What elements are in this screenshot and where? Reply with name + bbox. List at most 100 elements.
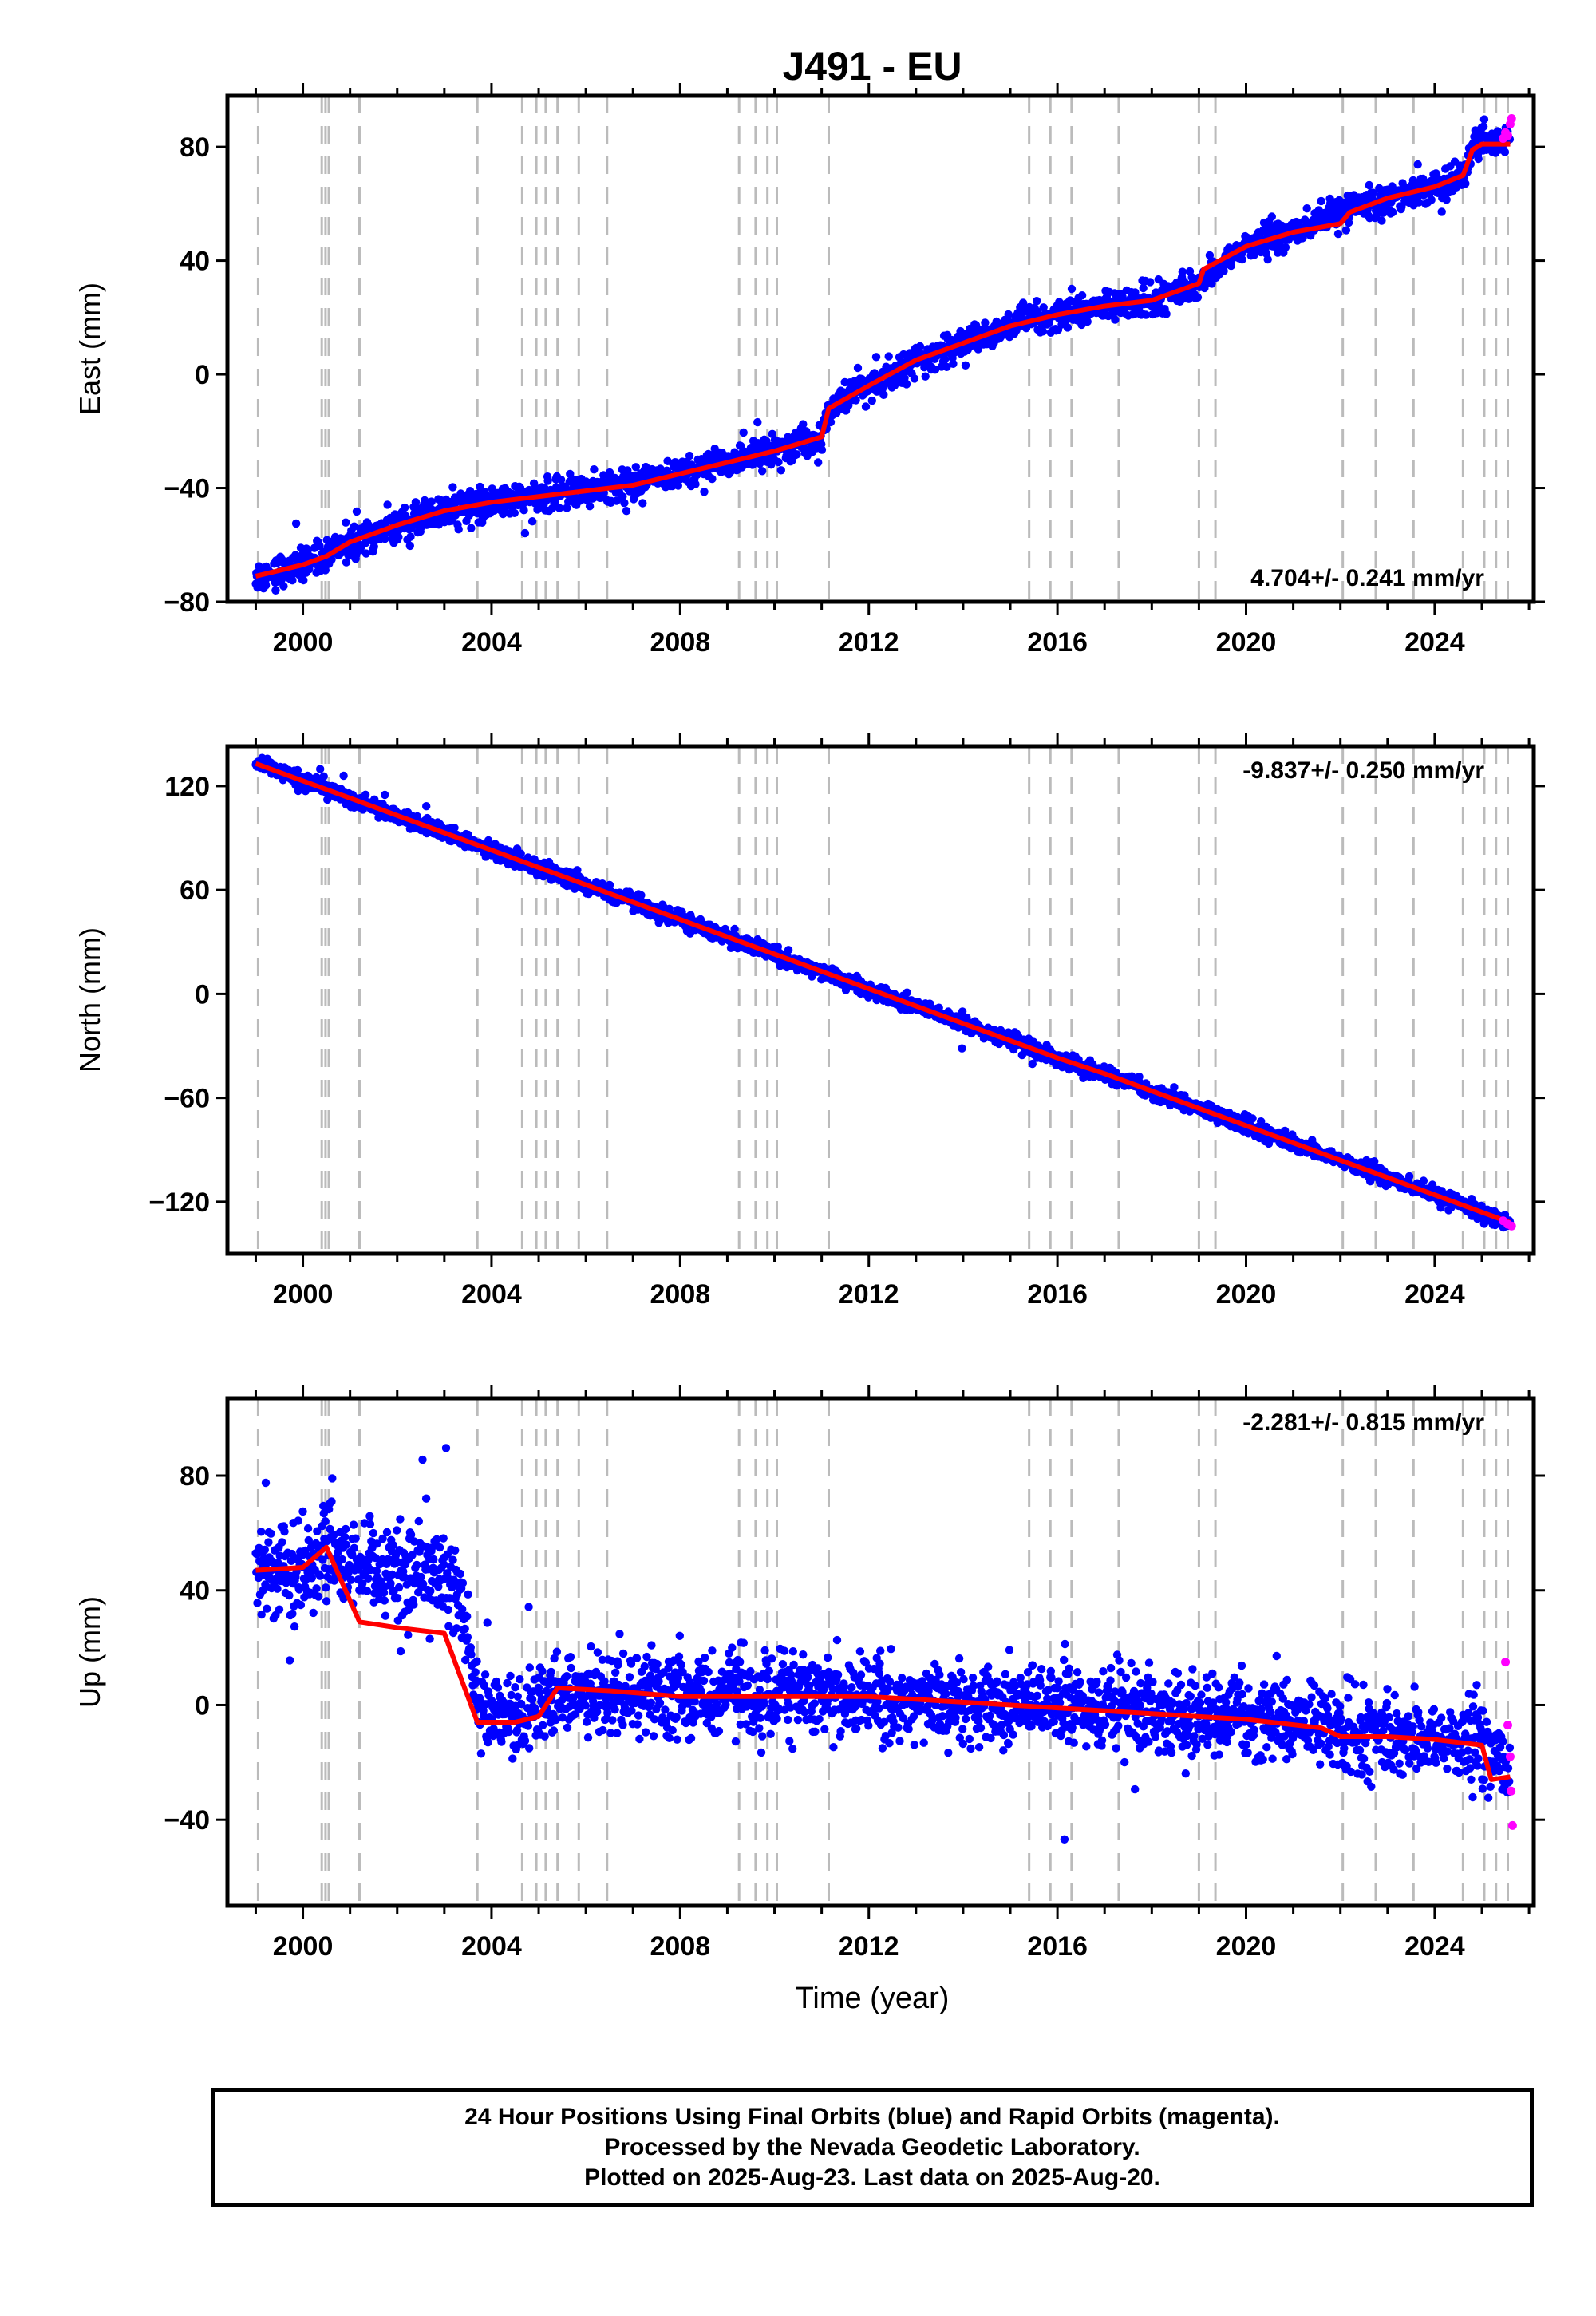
final-orbit-point [622, 507, 631, 516]
final-orbit-point [753, 417, 762, 427]
final-orbit-point [350, 522, 358, 531]
final-orbit-point [533, 505, 542, 514]
final-orbit-point [543, 476, 552, 485]
final-orbit-point [305, 565, 314, 574]
final-orbit-point [930, 366, 940, 374]
final-orbit-point [427, 497, 436, 506]
plot-area [251, 746, 1516, 1254]
final-orbit-point [516, 849, 525, 858]
final-orbit-point [383, 500, 392, 509]
final-orbit-point [700, 488, 709, 496]
final-orbit-point [1257, 1117, 1266, 1126]
y-tick-label: −40 [164, 474, 210, 504]
final-orbit-point [961, 361, 970, 370]
final-orbit-point [315, 541, 324, 551]
final-orbit-point [1414, 198, 1424, 207]
x-tick-label: 2012 [839, 627, 899, 658]
final-orbit-point [456, 489, 465, 498]
x-tick-label: 2000 [273, 627, 334, 658]
final-orbit-point [981, 318, 990, 327]
final-orbit-point [566, 469, 575, 479]
final-orbit-point [555, 504, 564, 512]
final-orbit-point [327, 555, 336, 564]
final-orbit-point [1067, 284, 1077, 294]
final-orbit-point [1028, 1059, 1037, 1069]
final-orbit-point [450, 824, 459, 832]
final-orbit-point [352, 507, 361, 516]
final-orbit-point [1404, 1172, 1414, 1181]
final-orbit-point [1437, 207, 1446, 216]
final-orbit-point [1317, 196, 1325, 206]
plot-frame [225, 744, 1536, 1256]
final-orbit-point [1170, 1083, 1179, 1092]
rapid-orbit-point [1507, 1221, 1516, 1231]
final-orbit-point [370, 795, 379, 804]
final-orbit-point [279, 582, 288, 591]
final-orbit-point [1365, 180, 1373, 190]
final-orbit-point [1033, 297, 1041, 306]
final-orbit-point [1038, 327, 1048, 336]
final-orbit-point [520, 528, 530, 538]
final-orbit-point [1474, 154, 1483, 164]
y-tick-label: 80 [180, 132, 210, 163]
final-orbit-point [411, 498, 421, 507]
x-tick-label: 2008 [650, 627, 711, 658]
final-orbit-point [762, 437, 771, 445]
final-orbit-point [773, 942, 782, 951]
final-orbit-point [851, 396, 860, 405]
y-tick-label: 40 [180, 247, 210, 277]
plot-area [251, 96, 1516, 602]
final-orbit-point [871, 353, 881, 362]
final-orbit-point [1250, 251, 1258, 259]
final-orbit-point [826, 417, 836, 427]
final-orbit-point [293, 765, 302, 775]
y-tick-label: −80 [164, 587, 210, 618]
final-orbit-point [949, 359, 958, 368]
final-orbit-point [288, 576, 297, 585]
rapid-orbit-point [1503, 131, 1512, 140]
final-orbit-point [291, 519, 301, 528]
final-orbit-point [1398, 179, 1407, 188]
final-orbit-point [813, 458, 823, 467]
final-orbit-point [361, 790, 370, 799]
chart-title: J491 - EU [782, 44, 962, 89]
final-orbit-point [1373, 210, 1381, 219]
final-orbit-point [1267, 212, 1277, 221]
final-orbit-point [1004, 1028, 1013, 1037]
final-orbit-point [915, 342, 925, 351]
final-orbit-point [958, 1044, 966, 1053]
final-orbit-point [342, 558, 351, 567]
final-orbit-point [902, 380, 911, 389]
final-orbit-point [1219, 267, 1228, 275]
final-orbit-point [319, 772, 328, 781]
final-orbit-point [409, 521, 417, 530]
final-orbit-point [1479, 115, 1489, 124]
plot-frame [225, 93, 1536, 604]
final-orbit-point [299, 575, 308, 585]
final-orbit-point [726, 943, 736, 953]
final-orbit-point [620, 499, 629, 508]
y-tick-label: 0 [195, 360, 210, 390]
final-orbit-point [342, 518, 350, 527]
final-orbit-point [942, 362, 951, 371]
final-orbit-point [1333, 229, 1343, 239]
final-orbit-point [605, 880, 614, 890]
final-orbit-point [1141, 310, 1151, 319]
final-orbit-point [1146, 278, 1155, 287]
final-orbit-point [799, 420, 808, 429]
final-orbit-point [1377, 216, 1386, 225]
final-orbit-point [467, 524, 476, 532]
final-orbit-point [637, 891, 646, 900]
rapid-orbit-point [1507, 113, 1516, 123]
final-orbit-point [1419, 1176, 1428, 1185]
final-orbit-point [1193, 293, 1203, 302]
final-orbit-point [590, 465, 598, 474]
final-orbit-point [1238, 255, 1246, 264]
final-orbit-point [1139, 283, 1148, 293]
model-line [255, 141, 1511, 579]
final-orbit-point [422, 802, 431, 811]
final-orbit-point [1413, 160, 1422, 169]
final-orbit-point [1227, 261, 1235, 271]
final-orbit-point [1083, 317, 1092, 326]
final-orbit-point [758, 467, 767, 476]
